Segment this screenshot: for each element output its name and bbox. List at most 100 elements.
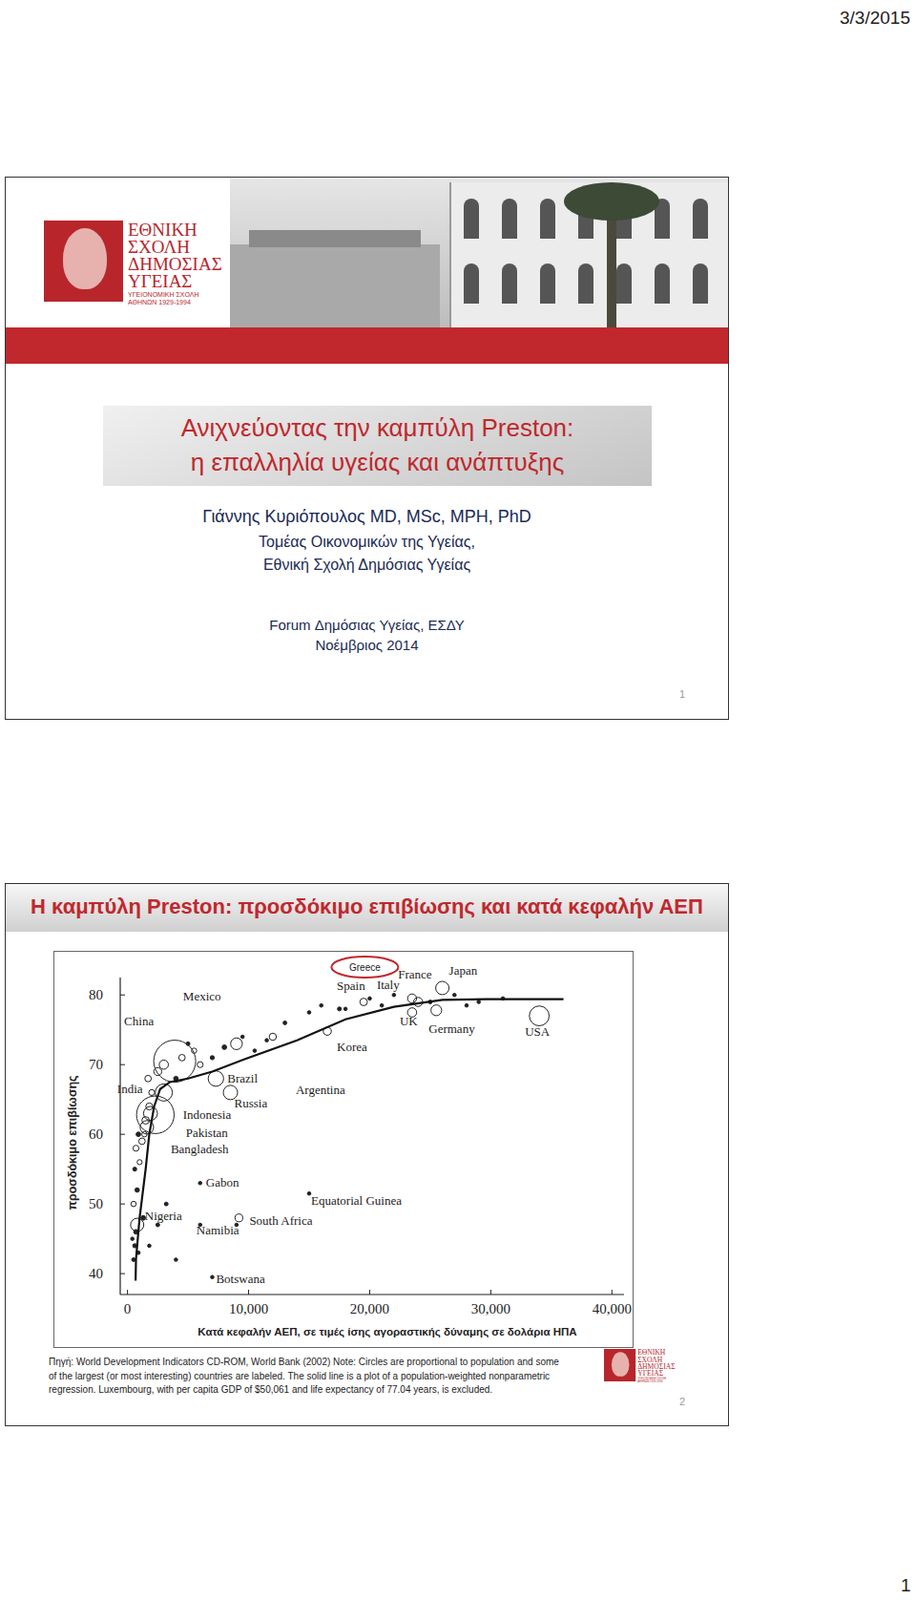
country-point xyxy=(392,992,396,997)
country-point xyxy=(141,1214,146,1220)
country-point xyxy=(130,1200,137,1207)
country-point xyxy=(136,1131,142,1137)
country-point xyxy=(131,1257,136,1262)
country-point xyxy=(142,1130,148,1137)
country-point xyxy=(132,1243,137,1248)
country-point xyxy=(337,1006,342,1011)
x-tick xyxy=(490,1289,492,1294)
slide-frame: Η καμπύλη Preston: προσδόκιμο επιβίωσης … xyxy=(4,882,729,1426)
logo-text: ΔΗΜΟΣΙΑΣ xyxy=(637,1361,675,1370)
country-point xyxy=(453,992,458,997)
date: 3/3/2015 xyxy=(839,7,911,29)
point-label: India xyxy=(117,1081,144,1096)
y-axis-label: προσδόκιμο επιβίωσης xyxy=(65,1074,80,1209)
author: Γιάννης Κυριόπουλος MD, MSc, MPH, PhD xyxy=(5,506,729,527)
x-tick-label: 20,000 xyxy=(350,1300,390,1316)
y-tick-label: 70 xyxy=(88,1056,104,1072)
country-point xyxy=(173,1075,179,1081)
logo-subtext: ΥΓΕΙΟΝΟΜΙΚΗ ΣΧΟΛΗ xyxy=(127,291,200,299)
country-point xyxy=(379,1002,384,1007)
country-point xyxy=(464,1002,469,1007)
point-label: Mexico xyxy=(183,988,222,1003)
chart-title: Η καμπύλη Preston: προσδόκιμο επιβίωσης … xyxy=(5,894,729,919)
photo-window xyxy=(616,263,632,304)
country-point xyxy=(155,1222,160,1227)
point-label: Spain xyxy=(336,978,366,993)
affiliation: Εθνική Σχολή Δημόσιας Υγείας xyxy=(5,556,729,574)
country-point xyxy=(153,1066,162,1075)
y-axis xyxy=(119,977,121,1294)
country-point xyxy=(134,1186,140,1192)
country-point xyxy=(477,999,481,1004)
photo-window xyxy=(578,263,594,304)
point-label: Gabon xyxy=(206,1174,240,1189)
x-tick xyxy=(248,1289,250,1294)
country-point xyxy=(148,1088,155,1095)
country-point xyxy=(230,1037,243,1049)
country-point xyxy=(140,1120,154,1134)
logo-text: ΕΘΝΙΚΗ xyxy=(127,220,198,239)
point-label: Japan xyxy=(449,962,479,978)
logo-subtext: ΑΘΗΝΩΝ 1929-1994 xyxy=(637,1379,663,1383)
logo-text: ΣΧΟΛΗ xyxy=(127,237,190,256)
country-point xyxy=(178,1054,186,1062)
country-point xyxy=(145,1102,153,1109)
country-point xyxy=(269,1032,277,1041)
x-tick-label: 10,000 xyxy=(229,1300,269,1316)
source-note: Πηγή: World Development Indicators CD-RO… xyxy=(48,1355,560,1368)
country-point xyxy=(153,1040,196,1083)
point-label: Equatorial Guinea xyxy=(311,1192,402,1208)
country-point xyxy=(130,1236,135,1241)
photo-building xyxy=(229,244,440,328)
y-tick-label: 50 xyxy=(88,1195,104,1211)
title-bar: Η καμπύλη Preston: προσδόκιμο επιβίωσης … xyxy=(5,883,729,932)
country-point xyxy=(413,997,423,1007)
logo-text: ΥΓΕΙΑΣ xyxy=(127,271,192,291)
slide-title: Ανιχνεύοντας την καμπύλη Preston: xyxy=(103,411,652,444)
country-point xyxy=(307,1010,312,1015)
x-axis-label: Κατά κεφαλήν ΑΕΠ, σε τιμές ίσης αγοραστι… xyxy=(197,1325,577,1338)
chart-frame xyxy=(53,950,634,1348)
country-point xyxy=(319,1002,324,1007)
x-tick-label: 0 xyxy=(124,1300,132,1316)
affiliation: Τομέας Οικονομικών της Υγείας, xyxy=(5,533,729,551)
point-label: France xyxy=(397,966,433,981)
country-point xyxy=(147,1243,152,1248)
event: Νοέμβριος 2014 xyxy=(5,636,729,653)
photo-window xyxy=(463,198,479,239)
point-label: Bangladesh xyxy=(170,1141,229,1156)
y-tick xyxy=(120,1203,125,1205)
y-tick xyxy=(120,1272,125,1274)
plot-area xyxy=(130,980,564,1280)
country-point xyxy=(191,1047,198,1054)
x-tick xyxy=(369,1289,371,1294)
logo-text: ΣΧΟΛΗ xyxy=(637,1354,663,1363)
annotation: Greece xyxy=(349,961,381,973)
photo-window xyxy=(501,198,518,239)
photo-window xyxy=(463,263,479,304)
x-tick xyxy=(126,1289,128,1294)
photo-window xyxy=(692,263,708,304)
y-tick-label: 60 xyxy=(88,1125,104,1142)
point-label: Korea xyxy=(336,1039,368,1054)
page: 3/3/2015ΕΘΝΙΚΗΣΧΟΛΗΔΗΜΟΣΙΑΣΥΓΕΙΑΣΥΓΕΙΟΝΟ… xyxy=(0,0,916,1600)
country-point xyxy=(132,1166,137,1171)
photo-window xyxy=(654,263,670,304)
country-point xyxy=(142,1116,150,1125)
point-label: Indonesia xyxy=(183,1106,232,1122)
point-label: Argentina xyxy=(295,1082,346,1097)
photo-palm-leaves xyxy=(563,182,660,221)
title-box: Ανιχνεύοντας την καμπύλη Preston:η επαλλ… xyxy=(103,405,652,486)
x-axis xyxy=(120,1292,625,1294)
slide-number: 1 xyxy=(679,687,686,700)
point-label: Italy xyxy=(376,977,400,992)
country-point xyxy=(283,1020,288,1024)
country-point xyxy=(136,1249,141,1254)
red-band xyxy=(5,327,729,364)
country-point xyxy=(210,1274,215,1279)
country-point xyxy=(145,1074,152,1082)
country-point xyxy=(174,1257,179,1262)
logo-text: ΔΗΜΟΣΙΑΣ xyxy=(127,254,223,273)
country-point xyxy=(132,1145,139,1151)
y-tick xyxy=(120,994,125,996)
